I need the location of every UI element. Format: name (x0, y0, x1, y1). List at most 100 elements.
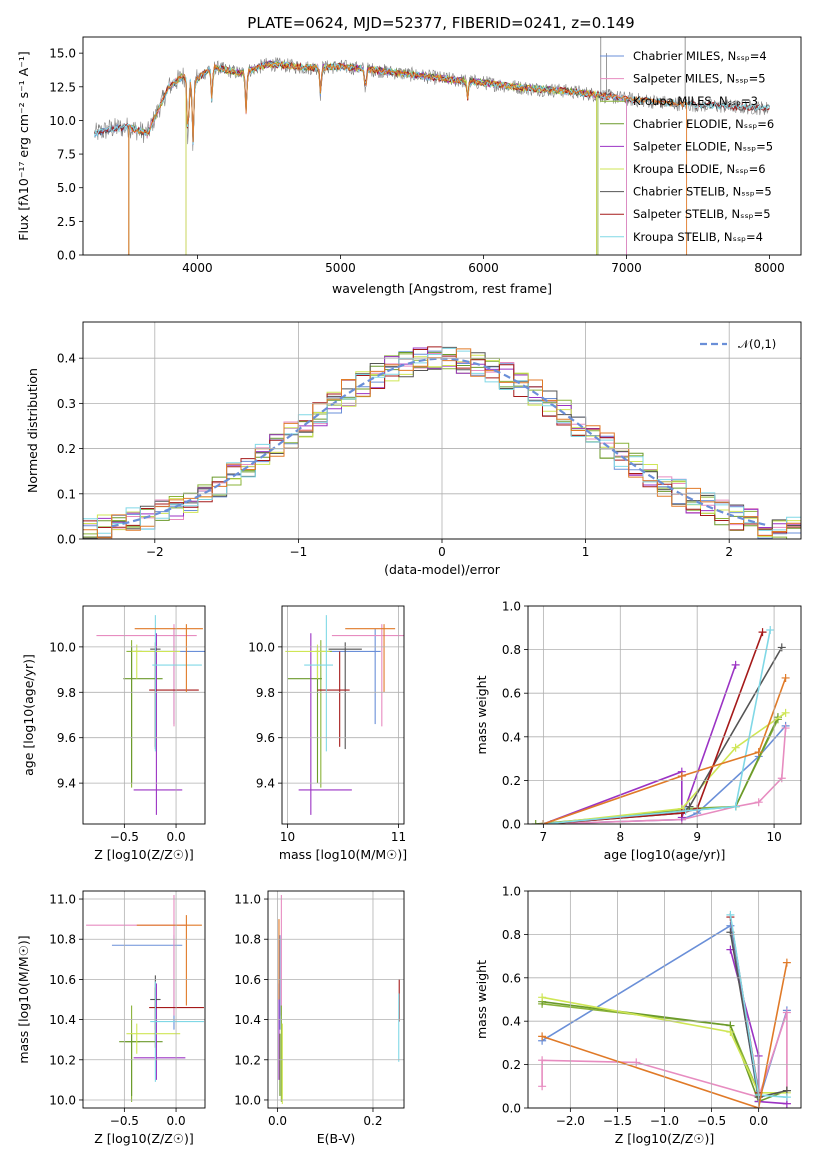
axes-frame (281, 605, 405, 825)
y-tick-label: 9.6 (256, 731, 275, 745)
y-tick-label: 9.8 (57, 686, 76, 700)
legend-label: Salpeter STELIB, Nₛₛₚ=5 (633, 207, 771, 221)
errorbar-point-salpeter_elodie (298, 633, 352, 815)
errorbar-point-salpeter_stelib (149, 987, 204, 1048)
gaussian-curve (111, 357, 766, 528)
x-tick-label: 8000 (754, 261, 785, 275)
weight-line-salpeter_miles (543, 728, 787, 824)
y-tick-label: 0.4 (57, 352, 76, 366)
x-tick-label: 7 (540, 830, 548, 844)
errorbar-point-salpeter_stelib (317, 651, 350, 747)
y-tick-label: 10.6 (49, 973, 76, 987)
y-tick-label: 0.0 (57, 533, 76, 547)
y-tick-label: 0.6 (502, 971, 521, 985)
y-tick-label: 0.2 (502, 1058, 521, 1072)
weight-line-orange (541, 962, 788, 1108)
x-tick-label: 5000 (325, 261, 356, 275)
weight-line-salpeter_elodie (543, 664, 737, 824)
x-tick-label: 0.0 (268, 1114, 287, 1128)
errorbar-point-salpeter_miles (96, 624, 197, 727)
x-axis-label: mass [log10(M/M☉)] (279, 847, 407, 862)
x-tick-label: 2 (725, 545, 733, 559)
x-tick-label: 4000 (182, 261, 213, 275)
axes-frame (82, 890, 206, 1109)
x-tick-label: −2 (146, 545, 164, 559)
spectrum-legend: Chabrier MILES, Nₛₛₚ=4 Salpeter MILES, Nₛ… (600, 49, 774, 244)
x-axis-label: (data-model)/error (384, 562, 501, 577)
weight-marker (632, 1058, 641, 1067)
x-tick-label: 0.0 (167, 1114, 186, 1128)
weight-marker (681, 806, 690, 815)
axes-frame (82, 36, 802, 256)
legend-label: Chabrier ELODIE, Nₛₛₚ=6 (633, 117, 774, 131)
y-tick-label: 0.2 (502, 774, 521, 788)
errorbar-point-kroupa_miles (125, 1005, 140, 1102)
legend-label: Kroupa STELIB, Nₛₛₚ=4 (633, 230, 763, 244)
errorbar-point-chabrier_stelib (328, 642, 362, 750)
y-axis-label: age [log10(age/yr)] (21, 654, 36, 776)
weight-marker (538, 1082, 547, 1091)
x-tick-label: 0.2 (363, 1114, 382, 1128)
plot-area (531, 625, 790, 824)
legend-label: Chabrier STELIB, Nₛₛₚ=5 (633, 185, 772, 199)
errorbar-point-salpeter_elodie (133, 983, 186, 1080)
weight-marker (777, 643, 786, 652)
y-tick-label: 0.6 (502, 687, 521, 701)
y-tick-label: 0.4 (502, 730, 521, 744)
x-tick-label: 10 (280, 830, 295, 844)
plot-area (96, 615, 205, 815)
legend-label: Kroupa MILES, Nₛₛₚ=3 (633, 94, 758, 108)
y-tick-label: 10.4 (234, 1013, 261, 1027)
axes-frame (82, 605, 206, 825)
weight-marker (538, 993, 547, 1002)
axes-frame (527, 605, 802, 825)
errorbar-point-chabrier_miles (134, 628, 205, 725)
legend-label: Salpeter MILES, Nₛₛₚ=5 (633, 72, 766, 86)
errorbar-point-orange (136, 915, 202, 1006)
panel-mass-vs-Z: −0.5 0.0 10.0 10.2 10.4 10.6 10.8 11.0 Z [log10(… (16, 890, 206, 1146)
y-axis-label: mass weight (474, 960, 489, 1039)
weight-marker (538, 1032, 547, 1041)
legend-label: Salpeter ELODIE, Nₛₛₚ=5 (633, 139, 773, 153)
y-tick-label: 9.4 (57, 777, 76, 791)
weight-marker (685, 802, 694, 811)
y-tick-label: 10.6 (234, 973, 261, 987)
errorbar-point-orange (345, 624, 396, 693)
y-tick-label: 11.0 (234, 893, 261, 907)
legend-label: Kroupa ELODIE, Nₛₛₚ=6 (633, 162, 766, 176)
weight-marker (782, 1008, 791, 1017)
panel-spectrum: 4000 5000 6000 7000 8000 0.0 2.5 5.0 7.5 10.0 12.5… (16, 36, 802, 296)
axes-frame (267, 890, 405, 1109)
legend-label: Chabrier MILES, Nₛₛₚ=4 (633, 49, 767, 63)
x-tick-label: −1 (290, 545, 308, 559)
axes-frame (527, 890, 802, 1109)
axes-frame (82, 321, 802, 540)
y-axis-label: Flux [fλ10⁻¹⁷ erg cm⁻² s⁻¹ A⁻¹] (16, 51, 31, 240)
y-tick-label: 12.5 (49, 80, 76, 94)
x-tick-label: 0 (438, 545, 446, 559)
y-axis-label: Normed distribution (25, 368, 40, 493)
plot-area (278, 895, 400, 1104)
y-tick-label: 5.0 (57, 181, 76, 195)
x-tick-label: −0.5 (110, 1114, 139, 1128)
y-tick-label: 0.3 (57, 397, 76, 411)
errorbar-point-kroupa_elodie (285, 644, 330, 679)
panel-age-vs-Z: −0.5 0.0 9.4 9.6 9.8 10.0 Z [log10(Z/Z☉)] age [… (21, 605, 206, 862)
errorbar-point-kroupa_stelib (150, 981, 204, 1082)
panel-mass-weight-vs-age: 7 8 9 10 0.0 0.2 0.4 0.6 0.8 1.0 age [log10(age/yr… (474, 600, 802, 862)
weight-line-kroupa_elodie (543, 712, 787, 824)
weight-marker (777, 774, 786, 783)
panel-mass-vs-ebv: 0.0 0.2 10.0 10.2 10.4 10.6 10.8 11.0 E(B-V) (234, 890, 405, 1146)
y-tick-label: 0.0 (502, 1102, 521, 1116)
y-tick-label: 10.8 (234, 933, 261, 947)
weight-marker (731, 660, 740, 669)
y-tick-label: 0.0 (502, 818, 521, 832)
weight-marker (726, 1028, 735, 1037)
y-tick-label: 10.0 (49, 640, 76, 654)
errorbar-point-salpeter_miles (331, 624, 404, 727)
y-tick-label: 9.6 (57, 731, 76, 745)
x-tick-label: −0.5 (110, 830, 139, 844)
model-line-orange (128, 61, 688, 255)
weight-marker (758, 628, 767, 637)
